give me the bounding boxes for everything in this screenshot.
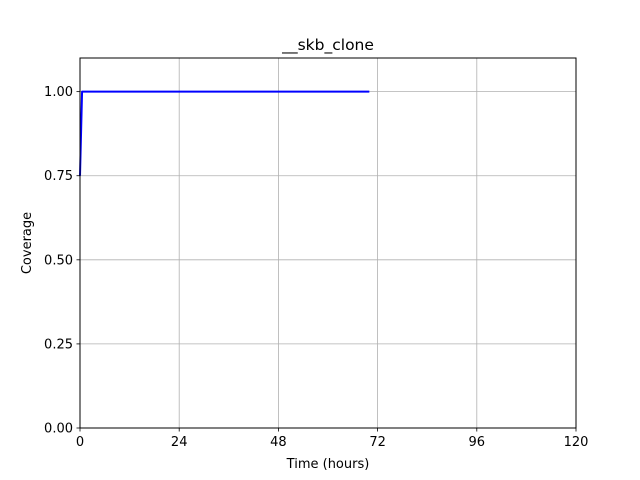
y-axis-ticks: 0.00 0.25 0.50 0.75 1.00 (44, 85, 80, 437)
y-tick-label: 0.25 (44, 337, 73, 352)
series-line-0 (79, 90, 370, 176)
x-axis-ticks: 0 24 48 72 96 120 (76, 428, 589, 450)
y-tick-label: 0.50 (44, 253, 73, 268)
x-tick-label: 96 (469, 435, 486, 450)
x-tick-label: 48 (270, 435, 287, 450)
y-axis-label: Coverage (20, 212, 35, 274)
y-tick-label: 0.75 (44, 169, 73, 184)
x-axis-label: Time (hours) (286, 457, 370, 472)
plot-frame (79, 57, 577, 429)
grid (79, 58, 577, 429)
y-tick-label: 0.00 (44, 422, 73, 437)
x-tick-label: 24 (171, 435, 188, 450)
y-tick-label: 1.00 (44, 85, 73, 100)
plot-series (79, 90, 370, 176)
x-tick-label: 120 (564, 435, 589, 450)
chart-title: __skb_clone (281, 36, 374, 55)
x-tick-label: 0 (76, 435, 84, 450)
x-tick-label: 72 (369, 435, 386, 450)
